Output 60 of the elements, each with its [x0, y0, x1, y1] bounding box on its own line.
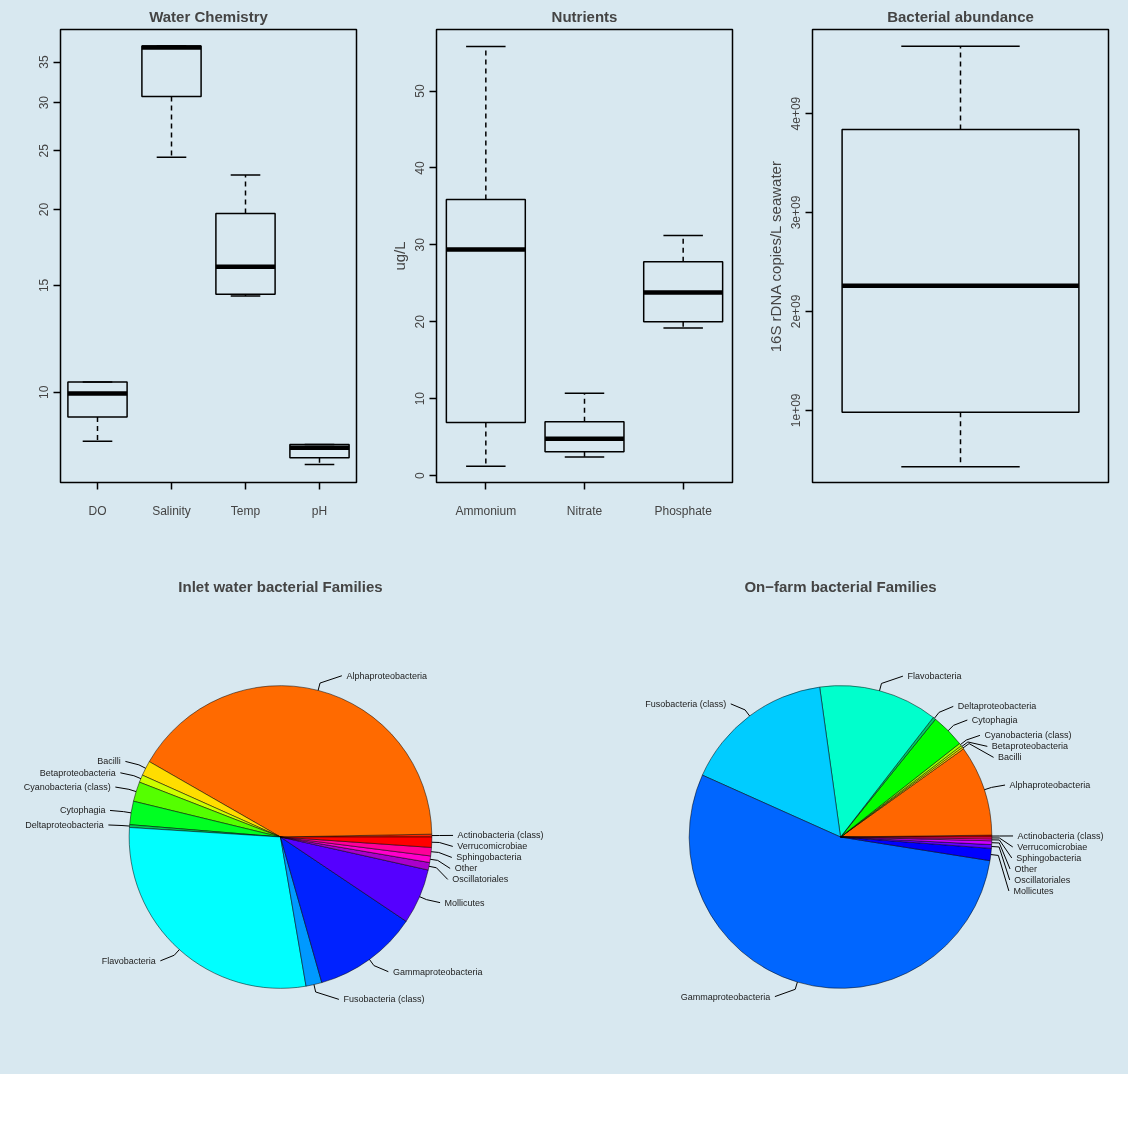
slice-label: Verrucomicrobiae	[457, 841, 528, 852]
slice-label: Other	[454, 863, 478, 874]
slice-label: Gammaproteobacteria	[392, 966, 483, 977]
slice-label: Oscillatoriales	[452, 874, 509, 885]
y-tick-label: 20	[37, 202, 52, 217]
slice-label: Bacilli	[97, 756, 121, 767]
y-tick-label: 35	[37, 55, 52, 69]
y-tick-label: 0	[413, 471, 428, 479]
slice-label: Fusobacteria (class)	[645, 698, 727, 709]
x-tick-label: Ammonium	[455, 503, 517, 518]
slice-label: Oscillatoriales	[1014, 874, 1071, 885]
y-tick-label: 1e+09	[789, 393, 804, 428]
y-tick-label: 20	[413, 314, 428, 329]
y-tick-label: 15	[37, 278, 52, 293]
slice-label: Cytophagia	[59, 805, 106, 816]
slice-label: Betaproteobacteria	[991, 741, 1068, 752]
chart-title: Water Chemistry	[149, 7, 269, 25]
x-tick-label: DO	[88, 503, 107, 518]
chart-title: On−farm bacterial Families	[744, 577, 937, 595]
x-tick-label: Temp	[230, 503, 261, 518]
slice-label: Mollicutes	[444, 897, 486, 908]
chart-title: Bacterial abundance	[887, 7, 1034, 25]
y-tick-label: 25	[37, 143, 52, 158]
slice-label: Fusobacteria (class)	[343, 994, 425, 1005]
y-axis-title: 16S rDNA copies/L seawater	[766, 161, 784, 353]
y-tick-label: 40	[413, 160, 428, 175]
slice-label: Sphingobacteria	[456, 852, 522, 863]
slice-label: Cytophagia	[971, 715, 1018, 726]
y-tick-label: 10	[37, 385, 52, 399]
slice-label: Bacilli	[998, 752, 1022, 763]
slice-label: Alphaproteobacteria	[346, 670, 427, 681]
slice-label: Flavobacteria	[907, 671, 962, 682]
x-tick-label: Phosphate	[654, 503, 713, 518]
y-tick-label: 3e+09	[789, 195, 804, 230]
slice-label: Cyanobacteria (class)	[23, 782, 111, 793]
slice-label: Sphingobacteria	[1016, 852, 1082, 863]
slice-label: Betaproteobacteria	[39, 767, 116, 778]
slice-label: Mollicutes	[1013, 885, 1054, 896]
y-tick-label: 4e+09	[789, 96, 804, 131]
slice-label: Flavobacteria	[101, 955, 156, 966]
x-tick-label: pH	[311, 503, 328, 518]
slice-label: Deltaproteobacteria	[957, 701, 1037, 712]
x-tick-label: Salinity	[152, 503, 191, 518]
x-tick-label: Nitrate	[566, 503, 603, 518]
slice-label: Cyanobacteria (class)	[984, 730, 1072, 741]
chart-title: Nutrients	[551, 7, 618, 25]
y-axis-title: ug/L	[390, 241, 408, 271]
slice-label: Actinobacteria (class)	[1017, 830, 1104, 841]
slice-label: Alphaproteobacteria	[1009, 780, 1091, 791]
y-tick-label: 50	[413, 84, 428, 98]
slice-label: Actinobacteria (class)	[457, 830, 544, 841]
slice-label: Gammaproteobacteria	[680, 991, 771, 1002]
y-tick-label: 30	[37, 95, 52, 110]
y-tick-label: 2e+09	[789, 294, 804, 329]
slice-label: Deltaproteobacteria	[25, 819, 104, 830]
slice-label: Verrucomicrobiae	[1017, 841, 1088, 852]
slice-label: Other	[1014, 863, 1038, 874]
y-tick-label: 10	[413, 391, 428, 406]
y-tick-label: 30	[413, 237, 428, 252]
chart-title: Inlet water bacterial Families	[178, 577, 383, 595]
